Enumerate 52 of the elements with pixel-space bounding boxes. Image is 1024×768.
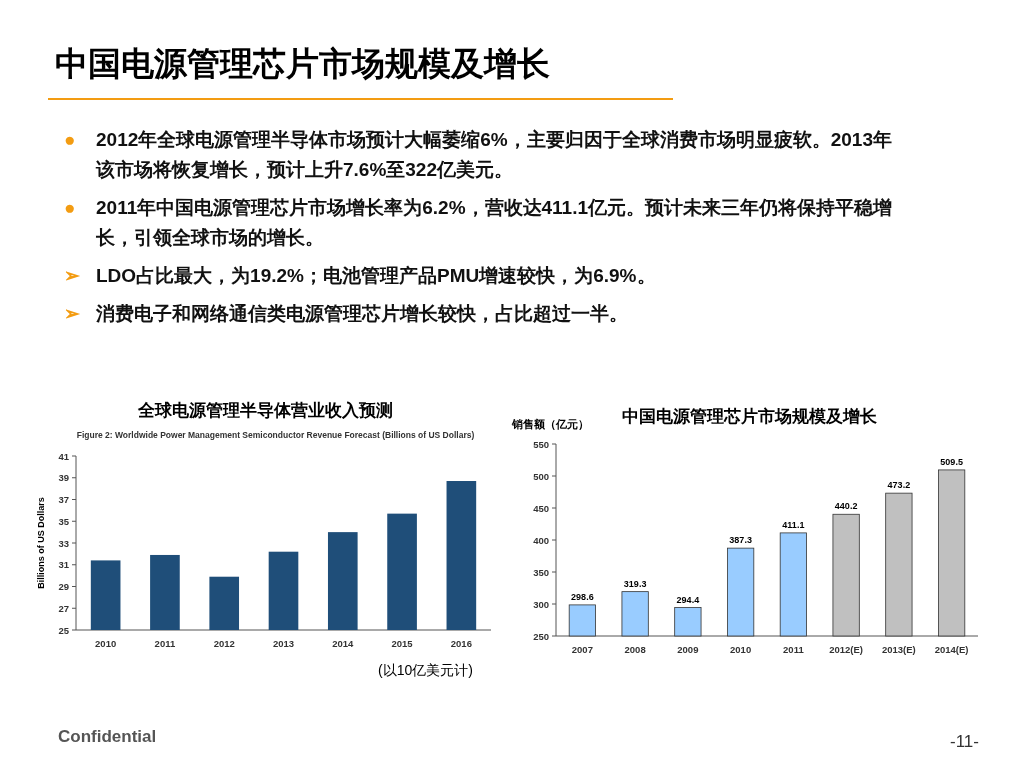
chart-title: 中国电源管理芯片市场规模及增长 <box>621 407 878 426</box>
x-tick-label: 2007 <box>571 644 593 655</box>
x-tick-label: 2012 <box>213 638 235 649</box>
x-tick-label: 2016 <box>450 638 472 649</box>
data-label: 298.6 <box>571 591 594 602</box>
y-tick-label: 27 <box>58 602 69 614</box>
data-label: 440.2 <box>834 501 858 512</box>
data-label: 319.3 <box>623 578 647 589</box>
x-tick-label: 2010 <box>95 638 117 649</box>
x-tick-label: 2014(E) <box>934 644 969 655</box>
y-tick-label: 31 <box>58 559 70 571</box>
x-tick-label: 2011 <box>783 644 805 655</box>
y-tick-label: 250 <box>533 630 549 642</box>
text: ● 2011年中国电源管理芯片市场增长率为6.2%，营收达411.1亿元。预计未来三年仍将保持平稳增长，引领全球市场的增长。 <box>64 196 893 248</box>
x-tick-label: 2012(E) <box>829 644 864 655</box>
text: Confidential <box>58 727 157 747</box>
y-tick-label: 550 <box>533 438 549 450</box>
y-tick-label: 37 <box>58 494 69 505</box>
text: ➢ 消费电子和网络通信类电源管理芯片增长较快，占比超过一半。 <box>64 302 628 326</box>
x-tick-label: 2010 <box>730 644 752 655</box>
x-tick-label: 2008 <box>624 644 646 655</box>
y-tick-label: 500 <box>533 470 549 482</box>
y-tick-label: 450 <box>533 502 549 514</box>
chart-subtitle: Figure 2: Worldwide Power Management Semiconductor Revenue Forecast (Billions of US Dollars) <box>76 430 475 440</box>
y-tick-label: 25 <box>58 624 70 636</box>
y-tick-label: 29 <box>58 581 69 592</box>
y-axis-title: Billions of US Dollars <box>36 497 46 589</box>
data-label: 387.3 <box>729 535 752 546</box>
text: 中国电源管理芯片市场规模及增长 <box>55 44 550 84</box>
x-tick-label: 2015 <box>391 638 414 649</box>
x-tick-label: 2013(E) <box>881 644 916 655</box>
y-tick-label: 33 <box>58 537 69 549</box>
x-tick-label: 2009 <box>677 644 699 655</box>
y-axis-title: 销售额（亿元） <box>511 418 589 431</box>
chart-title: 全球电源管理半导体营业收入预测 <box>137 401 393 420</box>
text: (以10亿美元计) <box>378 662 473 678</box>
data-label: 509.5 <box>940 456 963 467</box>
y-tick-label: 41 <box>58 450 70 462</box>
text: ➢ LDO占比最大，为19.2%；电池管理产品PMU增速较快，为6.9%。 <box>64 264 656 288</box>
text: ● 2012年全球电源管理半导体市场预计大幅萎缩6%，主要归因于全球消费市场明显疲软。2013年该市场将恢复增长，预计上升7.6%至322亿美元。 <box>64 128 892 180</box>
y-tick-label: 400 <box>533 534 549 546</box>
y-tick-label: 39 <box>58 472 69 484</box>
x-tick-label: 2014 <box>332 638 355 649</box>
text: -11- <box>950 732 979 752</box>
data-label: 411.1 <box>782 519 805 530</box>
x-tick-label: 2013 <box>272 638 295 649</box>
y-tick-label: 350 <box>533 566 549 578</box>
x-tick-label: 2011 <box>154 638 176 649</box>
y-tick-label: 35 <box>58 515 70 527</box>
data-label: 294.4 <box>676 594 700 605</box>
y-tick-label: 300 <box>533 598 549 610</box>
data-label: 473.2 <box>887 480 911 491</box>
